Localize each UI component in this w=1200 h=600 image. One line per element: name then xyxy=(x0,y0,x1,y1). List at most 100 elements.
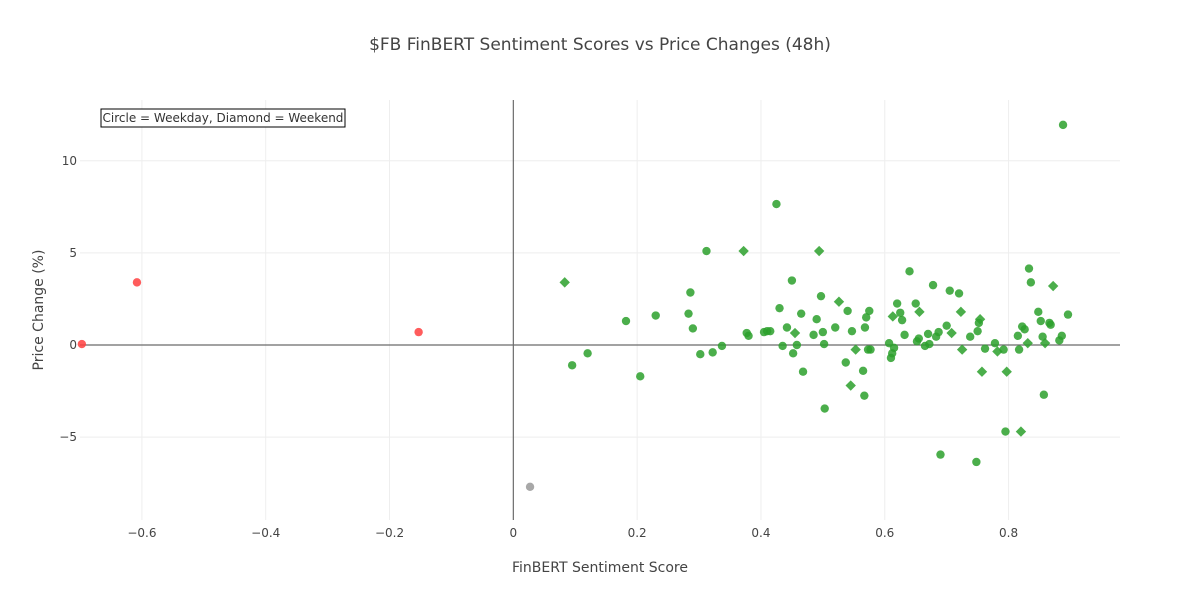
data-point-circle xyxy=(792,340,802,350)
data-point-circle xyxy=(934,327,943,337)
data-point-circle xyxy=(905,267,914,276)
data-point-circle xyxy=(744,331,753,340)
data-point-diamond xyxy=(956,344,968,355)
data-point-diamond xyxy=(887,311,899,322)
data-point-circle xyxy=(1036,316,1045,326)
data-point-circle xyxy=(1020,325,1029,334)
data-point-circle xyxy=(860,323,870,332)
data-point-circle xyxy=(954,289,964,298)
data-point-circle xyxy=(866,345,875,354)
x-tick-label: −0.4 xyxy=(251,526,280,540)
data-point-diamond xyxy=(974,314,986,325)
x-tick-label: 0.6 xyxy=(875,526,894,540)
data-point-circle xyxy=(1063,310,1073,319)
data-point-circle xyxy=(636,372,645,381)
data-point-circle xyxy=(865,306,874,316)
tick-labels: −0.6 −0.4 −0.2 0 0.2 0.4 0.6 0.8 −5 0 5 10 xyxy=(59,154,1018,540)
data-point-circle xyxy=(973,326,982,336)
data-point-circle xyxy=(861,313,871,322)
data-point-diamond xyxy=(789,327,801,339)
y-tick-label: 0 xyxy=(69,338,77,352)
data-point-circle xyxy=(796,309,806,318)
y-axis-title: Price Change (%) xyxy=(31,250,47,371)
data-point-circle xyxy=(775,303,784,313)
data-point-circle xyxy=(708,348,717,357)
data-point-circle xyxy=(1058,120,1068,130)
data-point-circle xyxy=(816,291,826,301)
x-tick-label: 0.4 xyxy=(751,526,770,540)
data-point-circle xyxy=(1046,320,1055,329)
x-tick-label: −0.6 xyxy=(127,526,156,540)
data-point-circle xyxy=(717,341,727,351)
shape-legend-box xyxy=(100,108,346,128)
data-point-circle xyxy=(812,315,821,324)
data-point-circle xyxy=(1013,331,1023,340)
data-point-diamond xyxy=(946,327,957,339)
data-point-diamond xyxy=(1001,366,1012,377)
data-point-circle xyxy=(132,278,142,287)
data-point-circle xyxy=(831,323,840,332)
data-point-circle xyxy=(999,345,1008,354)
zero-lines xyxy=(80,100,1120,520)
data-point-circle xyxy=(798,367,808,376)
data-point-circle xyxy=(900,330,909,340)
x-tick-label: 0 xyxy=(510,526,518,540)
data-point-circle xyxy=(1026,278,1036,287)
data-point-diamond xyxy=(845,380,856,391)
data-point-circle xyxy=(788,349,798,358)
grid-layer xyxy=(80,100,1120,520)
data-point-circle xyxy=(766,326,775,336)
data-point-circle xyxy=(1024,264,1034,273)
data-point-circle xyxy=(414,327,423,337)
data-point-circle xyxy=(841,358,850,367)
data-point-circle xyxy=(1057,331,1067,340)
data-point-diamond xyxy=(738,245,749,257)
data-point-circle xyxy=(925,339,934,349)
data-point-diamond xyxy=(833,296,845,307)
data-point-circle xyxy=(772,199,781,209)
data-point-circle xyxy=(945,286,954,295)
data-point-circle xyxy=(583,349,592,358)
data-point-circle xyxy=(651,311,660,320)
data-point-diamond xyxy=(850,344,861,355)
data-point-circle xyxy=(1001,427,1010,436)
data-point-circle xyxy=(897,315,907,325)
data-point-circle xyxy=(843,306,852,316)
data-point-circle xyxy=(923,329,933,339)
data-point-diamond xyxy=(1015,426,1027,437)
data-point-circle xyxy=(818,327,828,337)
data-point-circle xyxy=(787,276,797,285)
data-point-circle xyxy=(684,309,693,318)
data-point-circle xyxy=(686,288,695,297)
data-point-circle xyxy=(77,339,87,349)
data-point-circle xyxy=(621,316,631,326)
data-point-circle xyxy=(896,308,905,317)
data-point-circle xyxy=(696,350,705,359)
data-point-circle xyxy=(1034,307,1043,317)
data-point-diamond xyxy=(914,306,925,318)
data-point-circle xyxy=(942,321,951,330)
data-point-diamond xyxy=(955,306,967,318)
data-point-circle xyxy=(1039,390,1049,399)
data-point-diamond xyxy=(1039,337,1051,349)
data-point-circle xyxy=(858,366,868,375)
data-point-circle xyxy=(972,457,981,467)
data-point-diamond xyxy=(1047,280,1059,292)
data-point-diamond xyxy=(976,366,988,377)
data-point-diamond xyxy=(1022,337,1033,349)
data-point-circle xyxy=(820,404,829,413)
chart-title: $FB FinBERT Sentiment Scores vs Price Ch… xyxy=(369,35,831,55)
y-tick-label: 10 xyxy=(62,154,77,168)
data-point-circle xyxy=(702,246,711,256)
data-point-circle xyxy=(928,280,938,290)
data-point-circle xyxy=(889,343,899,352)
data-point-circle xyxy=(914,334,924,343)
data-points xyxy=(77,120,1073,492)
x-tick-label: −0.2 xyxy=(375,526,404,540)
data-point-circle xyxy=(965,332,975,341)
data-point-circle xyxy=(990,338,1000,348)
data-point-circle xyxy=(819,339,829,349)
y-tick-label: −5 xyxy=(59,430,77,444)
